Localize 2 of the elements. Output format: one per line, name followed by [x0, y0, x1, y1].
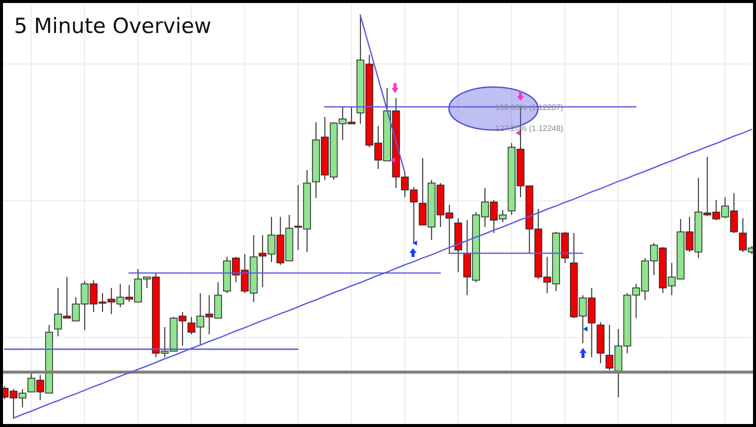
chart-title: 5 Minute Overview [14, 14, 212, 38]
annotation: 127.20% (1.12248) [495, 123, 564, 132]
